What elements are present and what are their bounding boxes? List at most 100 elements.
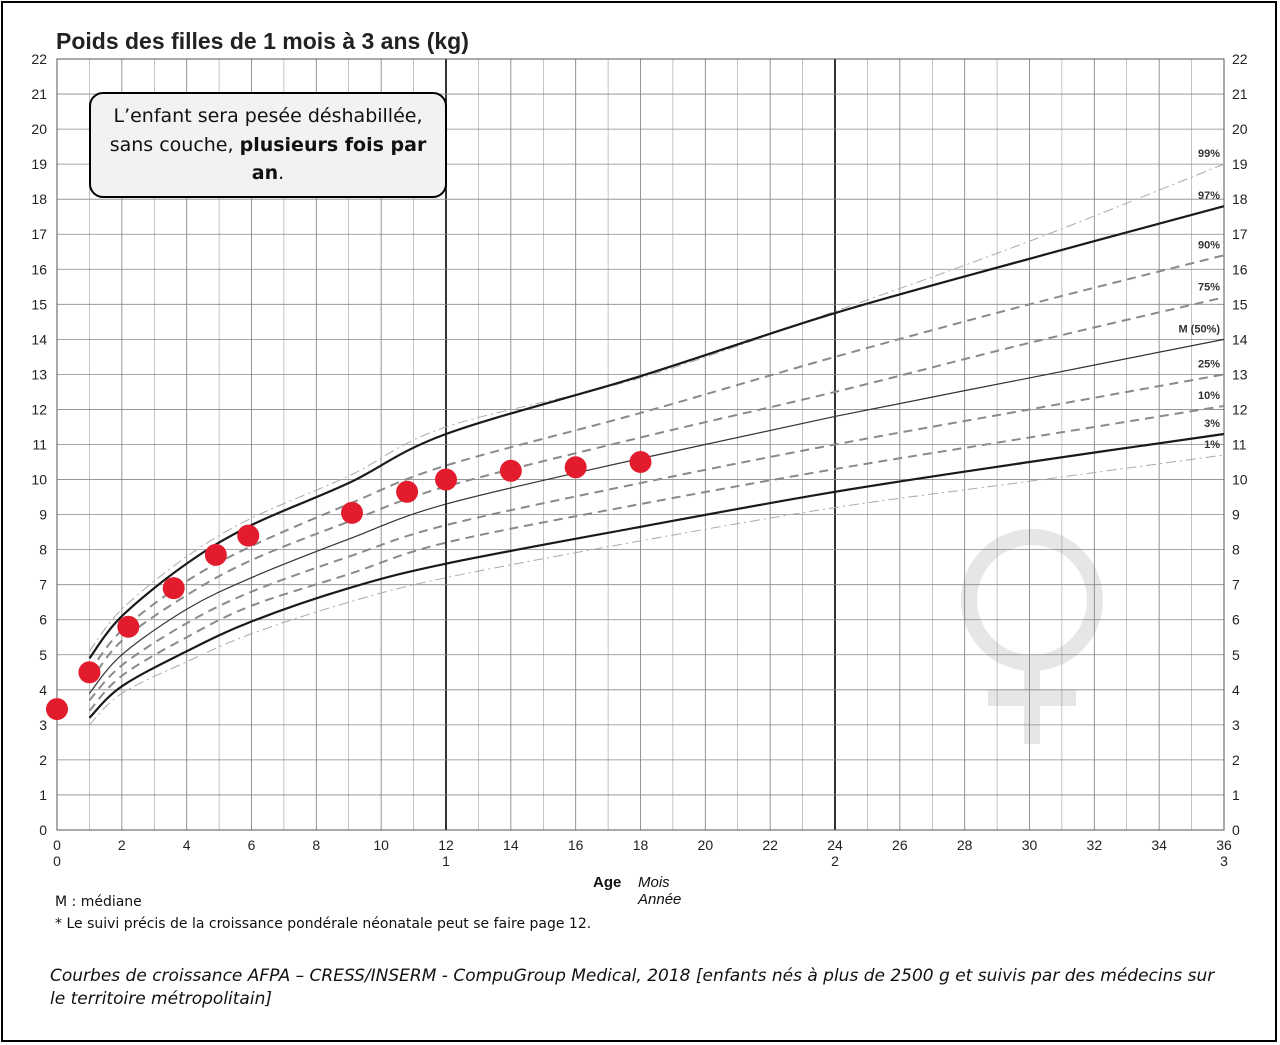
y-tick-label-right: 17 — [1232, 226, 1248, 242]
y-tick-label-right: 14 — [1232, 331, 1248, 347]
percentile-label: 1% — [1204, 439, 1220, 451]
x-tick-label-month: 36 — [1216, 837, 1232, 853]
percentile-label: 3% — [1204, 418, 1220, 430]
percentile-label: 90% — [1198, 239, 1220, 251]
percentile-curve — [89, 163, 1225, 652]
y-tick-label-right: 20 — [1232, 121, 1248, 137]
y-tick-label-left: 11 — [32, 437, 47, 453]
measurement-point — [46, 698, 68, 721]
measurement-point — [396, 480, 419, 503]
x-axis-months-label: Mois — [638, 874, 670, 891]
x-tick-label-month: 34 — [1151, 837, 1167, 853]
percentile-curve — [88, 296, 1225, 684]
percentile-curve — [88, 254, 1225, 673]
percentile-label: M (50%) — [1178, 323, 1220, 335]
measurement-point — [340, 501, 363, 524]
y-tick-label-right: 4 — [1232, 682, 1240, 698]
x-tick-label-month: 24 — [827, 837, 843, 853]
percentile-curve — [88, 338, 1225, 694]
x-tick-label-month: 4 — [183, 837, 191, 853]
x-tick-label-month: 14 — [503, 837, 519, 853]
x-tick-label-month: 28 — [957, 837, 973, 853]
y-tick-label-left: 2 — [39, 752, 47, 768]
percentile-curve — [88, 205, 1225, 659]
measurement-points — [46, 451, 652, 721]
percentile-label: 97% — [1198, 190, 1220, 202]
percentile-curve — [88, 432, 1225, 719]
measurement-point — [629, 451, 652, 474]
y-tick-label-right: 11 — [1232, 437, 1247, 453]
measurement-point — [237, 524, 260, 547]
female-symbol-icon — [961, 529, 1103, 744]
percentile-label: 10% — [1198, 390, 1220, 402]
chart-title: Poids des filles de 1 mois à 3 ans (kg) — [56, 28, 469, 54]
x-tick-label-month: 2 — [118, 837, 126, 853]
y-tick-label-left: 22 — [31, 51, 47, 67]
x-tick-label-month: 20 — [698, 837, 714, 853]
x-tick-label-month: 32 — [1087, 837, 1103, 853]
measurement-point — [78, 661, 101, 684]
x-axis-years-label: Année — [638, 891, 682, 908]
y-tick-label-left: 4 — [39, 682, 47, 698]
note-box: L’enfant sera pesée déshabillée, sans co… — [89, 92, 447, 198]
measurement-point — [117, 615, 140, 638]
y-tick-label-left: 10 — [31, 472, 47, 488]
y-tick-label-left: 6 — [39, 612, 47, 628]
y-tick-label-right: 5 — [1232, 647, 1240, 663]
measurement-point — [204, 543, 227, 566]
x-tick-label-month: 8 — [312, 837, 320, 853]
percentile-labels: 99% 97% 90% 75% M (50%) 25% 10% 3% 1% — [1178, 148, 1220, 451]
y-tick-label-right: 8 — [1232, 542, 1240, 558]
measurement-point — [564, 456, 587, 479]
y-tick-label-right: 21 — [1232, 86, 1248, 102]
y-tick-label-left: 18 — [31, 191, 47, 207]
x-tick-label-year: 3 — [1220, 853, 1228, 869]
x-tick-label-month: 26 — [892, 837, 908, 853]
x-tick-label-year: 1 — [442, 853, 450, 869]
y-tick-label-left: 3 — [39, 717, 47, 733]
percentile-curve — [88, 404, 1225, 712]
y-tick-label-right: 6 — [1232, 612, 1240, 628]
y-tick-label-left: 21 — [31, 86, 47, 102]
measurement-point — [435, 468, 457, 491]
source-citation: Courbes de croissance AFPA – CRESS/INSER… — [50, 966, 1215, 1009]
y-tick-label-right: 19 — [1232, 156, 1248, 172]
x-tick-label-month: 12 — [438, 837, 454, 853]
y-tick-label-left: 0 — [39, 822, 47, 838]
percentile-label: 75% — [1198, 281, 1220, 293]
y-tick-label-right: 9 — [1232, 507, 1240, 523]
footnote-median: M : médiane — [55, 894, 142, 910]
y-tick-label-right: 12 — [1232, 401, 1248, 417]
percentile-curve — [89, 454, 1225, 726]
plot-border — [56, 58, 1225, 831]
y-tick-label-right: 3 — [1232, 717, 1240, 733]
y-tick-label-left: 7 — [39, 577, 47, 593]
y-tick-label-right: 0 — [1232, 822, 1240, 838]
y-tick-label-right: 1 — [1232, 787, 1240, 803]
percentile-curve — [88, 373, 1225, 702]
x-tick-label-month: 16 — [568, 837, 584, 853]
y-tick-label-left: 15 — [31, 296, 47, 312]
note-line2-end: . — [278, 162, 285, 185]
note-line1: L’enfant sera pesée déshabillée, — [113, 105, 423, 128]
x-tick-label-year: 2 — [831, 853, 839, 869]
y-tick-label-left: 5 — [39, 647, 47, 663]
y-tick-label-right: 10 — [1232, 472, 1248, 488]
x-tick-label-month: 30 — [1022, 837, 1038, 853]
y-tick-label-right: 18 — [1232, 191, 1248, 207]
y-tick-label-left: 20 — [31, 121, 47, 137]
x-tick-label-month: 6 — [248, 837, 256, 853]
footnote-neonatal: * Le suivi précis de la croissance pondé… — [55, 916, 592, 932]
measurement-point — [162, 577, 185, 600]
x-tick-label-month: 22 — [762, 837, 778, 853]
y-tick-label-left: 19 — [31, 156, 47, 172]
y-tick-label-left: 14 — [31, 331, 47, 347]
measurement-point — [499, 459, 522, 482]
x-tick-label-month: 18 — [633, 837, 649, 853]
y-tick-label-right: 7 — [1232, 577, 1240, 593]
y-tick-label-left: 9 — [39, 507, 47, 523]
y-tick-label-right: 15 — [1232, 296, 1248, 312]
note-line2-start: sans couche, — [109, 133, 240, 156]
